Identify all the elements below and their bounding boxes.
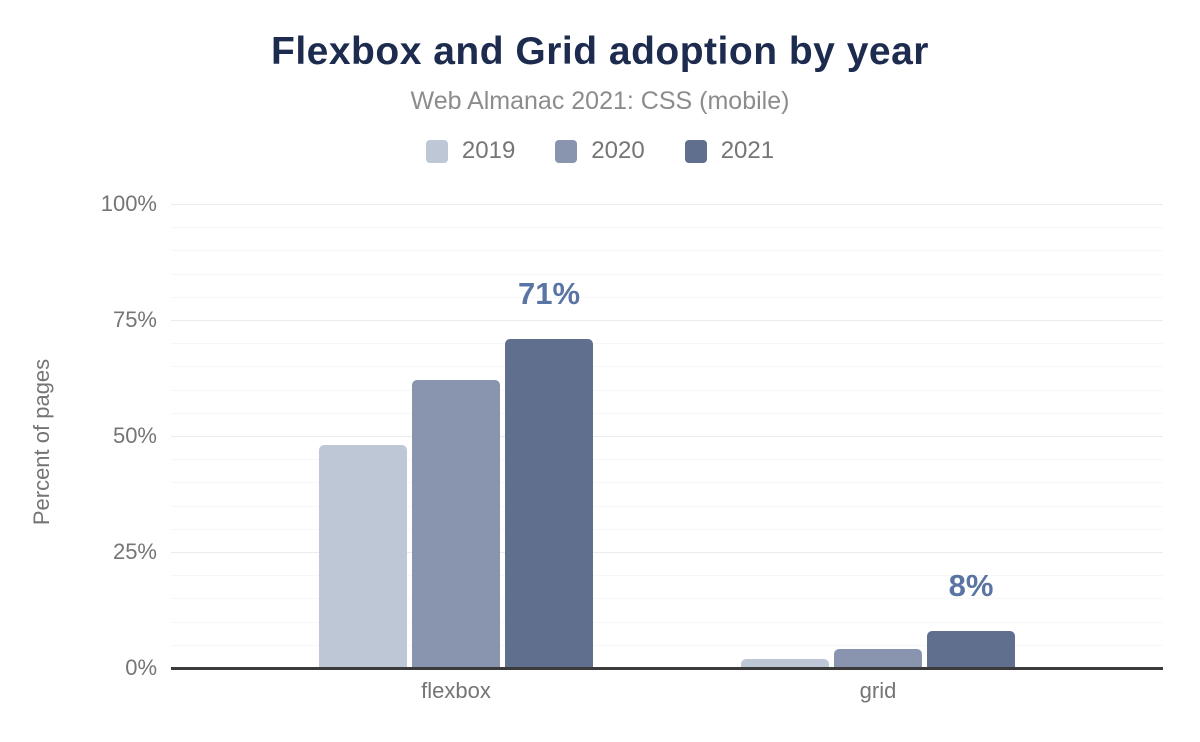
gridline-30pct [171, 528, 1163, 530]
gridline-45pct [171, 459, 1163, 461]
bar-flexbox-2019 [319, 445, 407, 668]
gridline-65pct [171, 366, 1163, 368]
gridline-40pct [171, 482, 1163, 484]
gridline-70pct [171, 343, 1163, 345]
gridline-15pct [171, 598, 1163, 600]
bar-flexbox-2021 [505, 338, 593, 668]
gridline-20pct [171, 575, 1163, 577]
legend-item-2020: 2020 [555, 137, 645, 165]
bar-grid-2019 [741, 658, 829, 668]
legend-item-2021: 2021 [684, 137, 775, 165]
x-tick-label-grid: grid [859, 678, 897, 703]
gridline-85pct [171, 273, 1163, 275]
gridline-5pct [171, 644, 1163, 646]
legend-item-2019: 2019 [425, 137, 516, 165]
gridline-90pct [171, 250, 1163, 252]
chart-title: Flexbox and Grid adoption by year [271, 30, 929, 73]
bar-grid-2020 [834, 649, 922, 668]
x-axis-line [171, 667, 1163, 670]
x-tick-label-flexbox: flexbox [421, 678, 491, 703]
gridline-60pct [171, 389, 1163, 391]
legend-label-2019: 2019 [461, 137, 516, 164]
gridline-10pct [171, 621, 1163, 623]
data-label-grid-2021: 8% [948, 567, 994, 603]
gridline-50pct [171, 436, 1163, 437]
y-tick-label-75: 75% [112, 307, 157, 332]
legend-swatch-icon-2020 [555, 139, 578, 163]
gridline-35pct [171, 505, 1163, 507]
gridline-95pct [171, 227, 1163, 229]
legend-swatch-icon-2021 [684, 139, 707, 163]
y-tick-label-0: 0% [125, 655, 157, 680]
bar-grid-2021 [927, 630, 1015, 668]
y-tick-label-25: 25% [112, 539, 157, 564]
chart-subtitle: Web Almanac 2021: CSS (mobile) [410, 87, 790, 115]
y-axis-title: Percent of pages [29, 358, 54, 526]
bar-flexbox-2020 [412, 380, 500, 668]
y-tick-label-50: 50% [112, 423, 157, 448]
gridline-25pct [171, 552, 1163, 553]
gridline-55pct [171, 412, 1163, 414]
legend-label-2020: 2020 [591, 137, 645, 164]
gridline-80pct [171, 296, 1163, 298]
y-tick-label-100: 100% [100, 191, 157, 216]
chart-legend: 2019 2020 2021 [0, 137, 1200, 165]
gridline-100pct [171, 204, 1163, 205]
gridline-75pct [171, 320, 1163, 321]
data-label-flexbox-2021: 71% [517, 275, 581, 311]
legend-label-2021: 2021 [720, 137, 775, 164]
legend-swatch-icon-2019 [425, 139, 448, 163]
